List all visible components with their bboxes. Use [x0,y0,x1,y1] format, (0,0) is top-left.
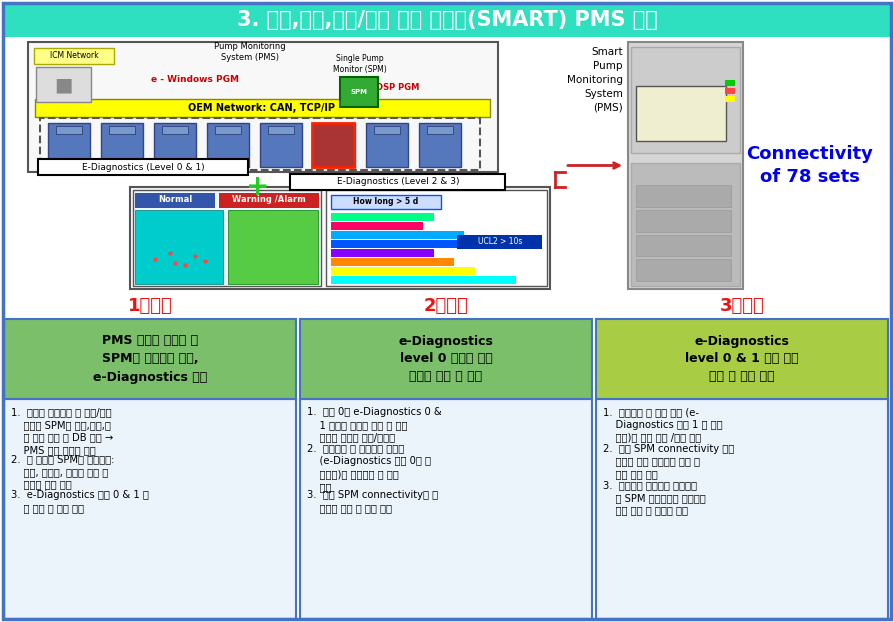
Bar [331,240,506,248]
Bar [636,185,731,207]
Text: E-Diagnostics (Level 0 & 1): E-Diagnostics (Level 0 & 1) [81,162,205,172]
Bar [331,276,516,284]
Bar [109,126,135,134]
Bar [457,235,542,249]
Text: 3. 측정,통신,제어/적용 기능 통합형(SMART) PMS 개발: 3. 측정,통신,제어/적용 기능 통합형(SMART) PMS 개발 [237,10,657,30]
Text: Pump Monitoring
System (PMS): Pump Monitoring System (PMS) [215,42,286,62]
Bar [725,80,735,86]
Text: 2차년도: 2차년도 [424,297,468,315]
Text: E-Diagnostics (Level 2 & 3): E-Diagnostics (Level 2 & 3) [337,177,460,187]
Text: OEM Network: CAN, TCP/IP: OEM Network: CAN, TCP/IP [189,103,335,113]
Bar [4,399,296,619]
Text: Warning /Alarm: Warning /Alarm [232,195,306,205]
Text: Single Pump
Monitor (SPM): Single Pump Monitor (SPM) [333,54,387,73]
Bar [366,123,408,167]
Bar [331,258,454,266]
Bar [636,234,731,256]
Text: 1.  수준 0의 e-Diagnostics 0 &
    1 구현용 시작품 제작 및 배기
    시스템 측정단 조립/시운전: 1. 수준 0의 e-Diagnostics 0 & 1 구현용 시작품 제작 … [307,407,442,443]
Text: 3.  e-Diagnostics 수준 0 & 1 모
    델 설계 및 모사 실험: 3. e-Diagnostics 수준 0 & 1 모 델 설계 및 모사 실험 [11,491,149,513]
Text: 2.  기 개발된 SPM의 기능확장:
    진동, 파티클, 부산물 등의 측
    정기능 확장 연구: 2. 기 개발된 SPM의 기능확장: 진동, 파티클, 부산물 등의 측 정기… [11,454,114,490]
Text: Connectivity
of 78 sets: Connectivity of 78 sets [746,145,873,187]
Text: How long > 5 d: How long > 5 d [353,198,418,207]
Bar [228,210,318,284]
Text: UCL2 > 10s: UCL2 > 10s [477,238,522,246]
Text: ■: ■ [54,75,72,95]
Bar [3,3,891,37]
Bar [340,77,378,107]
Text: 1차년도: 1차년도 [128,297,173,315]
Bar [321,126,347,134]
Text: PMS 모델의 표준와 및
SPM의 측정능력 확장,
e-Diagnostics 설계: PMS 모델의 표준와 및 SPM의 측정능력 확장, e-Diagnostic… [93,335,207,384]
Bar [162,126,188,134]
Bar [48,123,90,167]
Text: 3.  진공배기 복합성능 평가장치
    와 SPM 결과들과의 통합운영
    기법 개발 및 신뢰성 검정: 3. 진공배기 복합성능 평가장치 와 SPM 결과들과의 통합운영 기법 개발… [603,480,705,516]
Bar [596,399,888,619]
Bar [154,123,196,167]
Text: SPM: SPM [350,89,367,95]
Bar [101,123,143,167]
Bar [636,259,731,281]
Text: e-Diagnostics
level 0 & 1 구연 기술
개발 및 성능 실험: e-Diagnostics level 0 & 1 구연 기술 개발 및 성능 … [685,335,799,384]
Bar [313,123,355,167]
Text: 1.  국내외 진공펌프 및 소자/장비
    업체의 SPM의 측정,통신,제
    어 능력 조사 및 DB 구축 →
    PMS 구축 표준화 방: 1. 국내외 진공펌프 및 소자/장비 업체의 SPM의 측정,통신,제 어 능… [11,407,114,455]
Bar [331,222,423,230]
Bar [725,96,735,103]
Bar [374,126,400,134]
Text: e - Windows PGM: e - Windows PGM [151,75,239,85]
Text: Normal: Normal [158,195,192,205]
Bar [290,174,505,190]
Text: 2.  다수 SPM connectivity 부하
    조건에 대한 통신속도 평가 및
    성능 향상 연구: 2. 다수 SPM connectivity 부하 조건에 대한 통신속도 평가… [603,443,734,479]
Bar [133,190,321,286]
Bar [331,231,464,239]
Bar [36,67,91,102]
Bar [636,210,731,231]
Bar [636,86,726,141]
Bar [130,187,550,289]
Bar [596,319,888,399]
Bar [331,267,475,275]
Text: 2.  원격통신 및 현장기사 접근성
    (e-Diagnostics 수준 0의 성
    능인자)의 성능평가 및 개선
    연구: 2. 원격통신 및 현장기사 접근성 (e-Diagnostics 수준 0의 … [307,443,431,492]
Bar [34,48,114,64]
Bar [35,99,490,117]
Bar [207,123,249,167]
Text: 1.  신호수집 및 제어 기능 (e-
    Diagnostics 수준 1 의 성능
    인자)의 성능 평가 /개선 연구: 1. 신호수집 및 제어 기능 (e- Diagnostics 수준 1 의 성… [603,407,722,443]
Bar [4,37,892,294]
Text: +: + [247,173,270,201]
Bar [631,47,740,153]
Bar [56,126,82,134]
Bar [135,193,215,208]
Bar [725,88,735,95]
Bar [40,118,480,170]
Bar [331,213,434,221]
Bar [4,319,296,399]
Bar [215,126,241,134]
Bar [331,195,441,209]
Bar [628,42,743,289]
Bar [28,42,498,172]
Bar [326,190,547,286]
Bar [219,193,319,208]
Bar [419,123,461,167]
Bar [135,210,223,284]
Bar [312,123,354,167]
Text: 3차년도: 3차년도 [720,297,764,315]
Text: Smart
Pump
Monitoring
System
(PMS): Smart Pump Monitoring System (PMS) [567,47,623,113]
Text: 3.  단일 SPM connectivity의 통
    신속도 평가 및 향상 연구: 3. 단일 SPM connectivity의 통 신속도 평가 및 향상 연구 [307,491,438,513]
Bar [331,249,434,257]
Text: ICM Network: ICM Network [50,52,98,60]
Bar [260,123,302,167]
Bar [631,162,740,286]
Bar [268,126,294,134]
Text: e-Diagnostics
level 0 구연을 위안
시작품 제작 및 실험: e-Diagnostics level 0 구연을 위안 시작품 제작 및 실험 [399,335,493,384]
Bar [38,159,248,175]
Bar [300,399,592,619]
Bar [300,319,592,399]
Bar [427,126,453,134]
Text: e - DSP PGM: e - DSP PGM [361,83,419,91]
